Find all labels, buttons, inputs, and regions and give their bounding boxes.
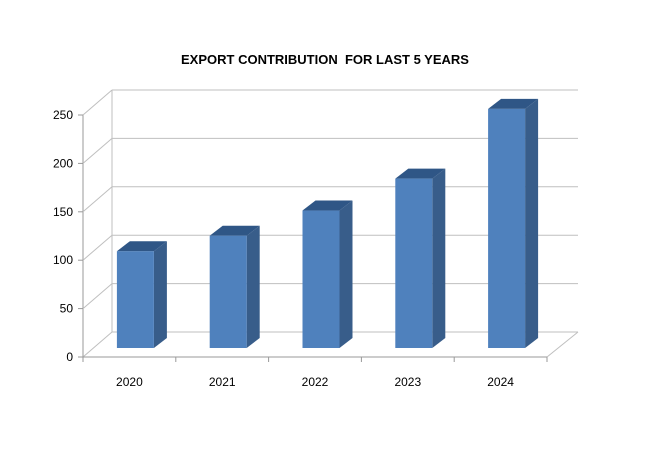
x-tick-label: 2022 — [302, 375, 329, 389]
y-tick-label: 50 — [60, 302, 74, 316]
gridline-side — [82, 89, 113, 116]
y-tick-label: 100 — [53, 253, 73, 267]
bar-front — [302, 210, 340, 348]
bar — [302, 200, 353, 348]
x-tick-label: 2024 — [487, 375, 514, 389]
bar-front — [116, 251, 154, 348]
bar-side — [339, 200, 353, 348]
y-tick-label: 250 — [53, 108, 73, 122]
bar-layer — [116, 98, 539, 349]
bar — [209, 225, 260, 348]
bar-top — [395, 168, 446, 179]
y-tick-label: 200 — [53, 156, 73, 170]
bar — [395, 168, 446, 348]
bar-side — [246, 225, 260, 348]
x-tick-label: 2021 — [209, 375, 236, 389]
bar-top — [209, 225, 260, 236]
label-layer: 0 50 100 150 200 250 2020 2021 2022 2023 2024 — [53, 108, 514, 389]
gridline-side — [82, 138, 113, 164]
bar-side — [432, 168, 446, 348]
gridline-side — [82, 331, 113, 358]
bar-side — [153, 241, 167, 348]
bar — [488, 98, 539, 349]
floor-right-edge — [546, 331, 579, 358]
x-tick-label: 2020 — [116, 375, 143, 389]
chart-title: EXPORT CONTRIBUTION FOR LAST 5 YEARS — [181, 52, 469, 67]
bar-side — [525, 98, 539, 349]
bar-top — [302, 200, 353, 211]
gridline-side — [82, 283, 113, 309]
bar-top — [116, 241, 167, 252]
bar-front — [395, 178, 433, 348]
bar-front — [488, 108, 526, 349]
gridline-side — [82, 234, 113, 261]
y-tick-label: 150 — [53, 205, 73, 219]
x-tick-label: 2023 — [394, 375, 421, 389]
gridline-side — [82, 186, 113, 213]
y-tick-label: 0 — [66, 350, 73, 364]
bar-top — [488, 98, 539, 109]
bar-front — [209, 235, 247, 348]
bar — [116, 241, 167, 348]
